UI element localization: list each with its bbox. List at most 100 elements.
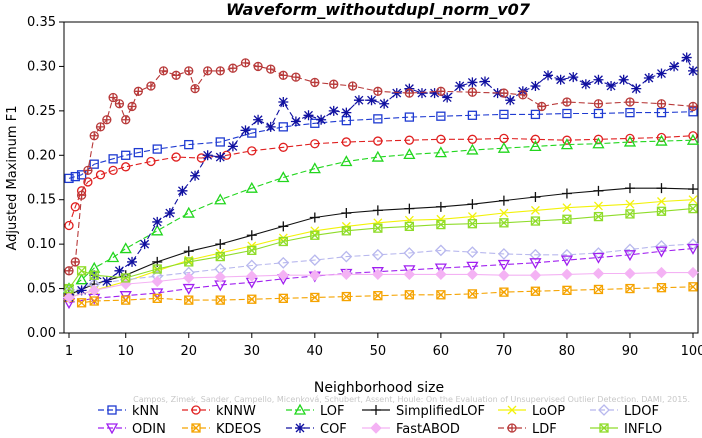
data-point-cof [278, 96, 289, 107]
data-point-cof [643, 72, 654, 83]
y-tick-label: 0.25 [27, 104, 56, 119]
data-point-knnw [278, 142, 288, 152]
data-point-inflo [215, 251, 225, 262]
data-point-lof [686, 133, 700, 145]
series-knnw [64, 131, 698, 231]
marker-cross [109, 93, 118, 102]
legend-marker [599, 423, 609, 433]
data-point-cof [631, 83, 642, 94]
data-point-ldf [347, 81, 358, 91]
marker-cross [184, 295, 194, 305]
data-point-cof [688, 65, 698, 76]
legend-marker [107, 405, 117, 415]
data-point-inflo [247, 245, 257, 256]
data-point-kdeos [184, 295, 194, 305]
marker-cross [499, 89, 508, 98]
legend-label: KDEOS [216, 422, 261, 434]
data-point-kdeos [625, 283, 635, 294]
marker-box [89, 270, 99, 280]
data-point-cof [416, 88, 427, 99]
data-point-ldf [95, 122, 106, 132]
marker-box [247, 294, 257, 304]
plot-frame [63, 21, 699, 334]
series-kdeos [64, 282, 698, 308]
marker-box [76, 266, 87, 276]
data-point-ldof [434, 244, 447, 257]
series-line-knnw [68, 135, 694, 226]
data-point-simplifiedlof [561, 188, 572, 199]
data-point-ldof [466, 246, 479, 259]
marker-cross [247, 294, 257, 304]
data-point-knnw [341, 137, 351, 147]
data-point-ldf [70, 257, 80, 267]
legend-label: COF [320, 422, 347, 434]
data-point-lof [497, 141, 511, 153]
data-point-ldf [404, 88, 415, 98]
marker-box [310, 230, 320, 240]
data-point-knnw [688, 131, 698, 141]
legend-marker [293, 403, 307, 415]
data-point-inflo [184, 257, 194, 267]
marker-cross [688, 282, 698, 292]
data-point-ldf [499, 88, 509, 98]
data-point-cof [467, 77, 478, 88]
data-point-knn [278, 122, 288, 132]
marker-cross [278, 293, 288, 303]
legend-item-odin: ODIN [98, 422, 166, 437]
marker-box [688, 282, 698, 292]
marker-cross [562, 285, 572, 295]
marker-cross [373, 223, 383, 233]
data-point-ldf [190, 83, 200, 94]
marker-cross [102, 115, 111, 124]
marker-cross [152, 264, 162, 274]
marker-cross [599, 423, 609, 433]
marker-cross [436, 220, 446, 230]
data-point-cof [429, 88, 440, 99]
data-point-cof [240, 125, 251, 136]
legend-label: ODIN [132, 422, 166, 434]
data-point-cof [164, 208, 175, 219]
marker-cross [215, 295, 225, 305]
data-point-inflo [89, 270, 99, 280]
data-point-cof [341, 107, 352, 118]
data-point-knn [499, 109, 509, 120]
data-point-knnw [121, 162, 131, 172]
data-point-fastabod [151, 275, 163, 288]
data-point-cof [606, 80, 617, 91]
marker-box [656, 206, 667, 216]
data-point-kdeos [593, 284, 604, 295]
data-point-ldf [127, 101, 137, 112]
legend-item-ldof: LDOF [590, 404, 659, 419]
marker-cross [404, 290, 414, 300]
y-tick-label: 0.30 [27, 59, 56, 74]
marker-cross [89, 270, 99, 280]
legend-marker [191, 423, 201, 433]
legend-label: LDF [532, 422, 557, 434]
data-point-simplifiedlof [688, 184, 698, 195]
data-point-inflo [688, 203, 698, 214]
data-point-ldof [529, 248, 542, 261]
x-axis-label: Neighborhood size [314, 380, 444, 396]
legend-label: kNNW [216, 404, 256, 419]
data-point-ldof [371, 248, 384, 261]
data-point-ldf [158, 66, 169, 76]
marker-box [373, 223, 383, 233]
data-point-ldf [593, 99, 604, 109]
marker-cross [310, 292, 320, 302]
data-point-knn [108, 154, 118, 164]
legend-label: LOF [320, 404, 345, 419]
data-point-ldf [625, 97, 635, 107]
data-point-kdeos [404, 290, 415, 300]
data-point-ldf [146, 81, 156, 91]
data-point-lof [151, 224, 164, 236]
data-point-knn [373, 114, 383, 124]
marker-cross [121, 115, 130, 124]
data-point-cof [555, 74, 566, 85]
marker-cross [467, 219, 477, 229]
data-point-ldf [133, 86, 143, 96]
data-point-simplifiedlof [435, 201, 446, 212]
data-point-knn [64, 173, 74, 184]
data-point-cof [530, 80, 541, 91]
data-point-knnw [64, 220, 74, 231]
data-point-cof [669, 61, 680, 72]
